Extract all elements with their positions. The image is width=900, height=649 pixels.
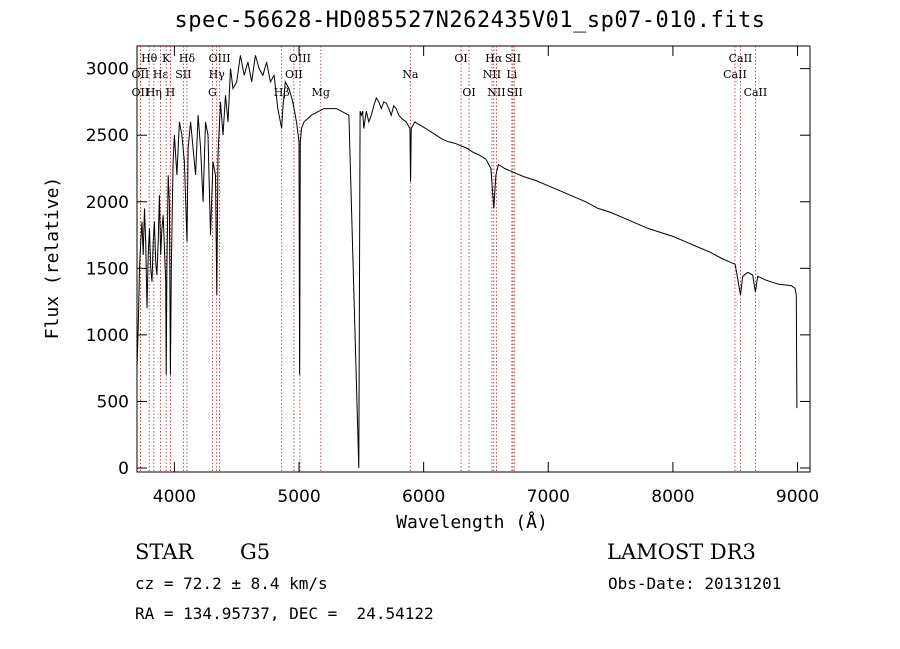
y-tick-label: 3000	[86, 60, 129, 80]
y-tick-label: 1500	[86, 259, 129, 279]
spectrum-line	[136, 55, 798, 469]
spectral-line-label: OI	[454, 52, 467, 65]
spectral-line-label: CaII	[744, 86, 768, 99]
spectral-line-label: Hδ	[179, 52, 196, 65]
spectral-line-label: K	[162, 52, 171, 65]
spectral-line-label: Hθ	[141, 52, 158, 65]
spectral-line-label: G	[208, 86, 217, 99]
spectral-line-label: Hα	[485, 52, 503, 65]
spectral-line-label: OII	[132, 68, 150, 81]
spectral-line-label: SII	[175, 68, 191, 81]
spectral-line-label: Li	[506, 68, 517, 81]
spectral-line-label: SII	[507, 86, 523, 99]
x-tick-label: 4000	[153, 487, 196, 507]
plot-frame	[136, 45, 811, 473]
spectral-line-label: OII	[132, 86, 150, 99]
x-tick-label: 8000	[651, 487, 694, 507]
spectral-line-label: OII	[285, 68, 303, 81]
spectral-line-label: NII	[483, 68, 501, 81]
spectral-line-label: OI	[462, 86, 475, 99]
y-tick-label: 2500	[86, 126, 129, 146]
spectral-line-label: CaII	[723, 68, 747, 81]
object-subclass: G5	[240, 540, 271, 564]
spectral-line-label: Mg	[312, 86, 330, 99]
spectral-line-label: OIII	[289, 52, 311, 65]
spectral-line-label: NII	[487, 86, 505, 99]
y-tick-label: 1000	[86, 326, 129, 346]
spectral-line-label: CaII	[729, 52, 753, 65]
object-class: STAR	[135, 540, 194, 564]
x-tick-label: 7000	[527, 487, 570, 507]
obs-date: Obs-Date: 20131201	[608, 574, 782, 593]
survey-name: LAMOST DR3	[607, 540, 756, 564]
coordinates: RA = 134.95737, DEC = 24.54122	[135, 604, 434, 623]
redshift-info: cz = 72.2 ± 8.4 km/s	[135, 574, 328, 593]
spectral-line-label: H	[166, 86, 176, 99]
spectral-line-label: Hγ	[209, 68, 226, 81]
spectral-line-label: Na	[402, 68, 419, 81]
spectral-line-label: Hη	[146, 86, 162, 99]
spectral-line-label: Hε	[153, 68, 169, 81]
y-axis-label: Flux (relative)	[42, 177, 63, 340]
chart-title: spec-56628-HD085527N262435V01_sp07-010.f…	[174, 8, 766, 33]
spectral-line-label: OIII	[209, 52, 231, 65]
spectral-line-label: Hβ	[274, 86, 290, 99]
x-tick-label: 5000	[277, 487, 320, 507]
spectral-line-label: SII	[505, 52, 521, 65]
y-tick-label: 0	[118, 459, 129, 479]
x-tick-label: 6000	[402, 487, 445, 507]
y-tick-label: 2000	[86, 193, 129, 213]
x-axis-label: Wavelength (Å)	[396, 511, 548, 533]
y-tick-label: 500	[97, 392, 129, 412]
x-tick-label: 9000	[776, 487, 819, 507]
